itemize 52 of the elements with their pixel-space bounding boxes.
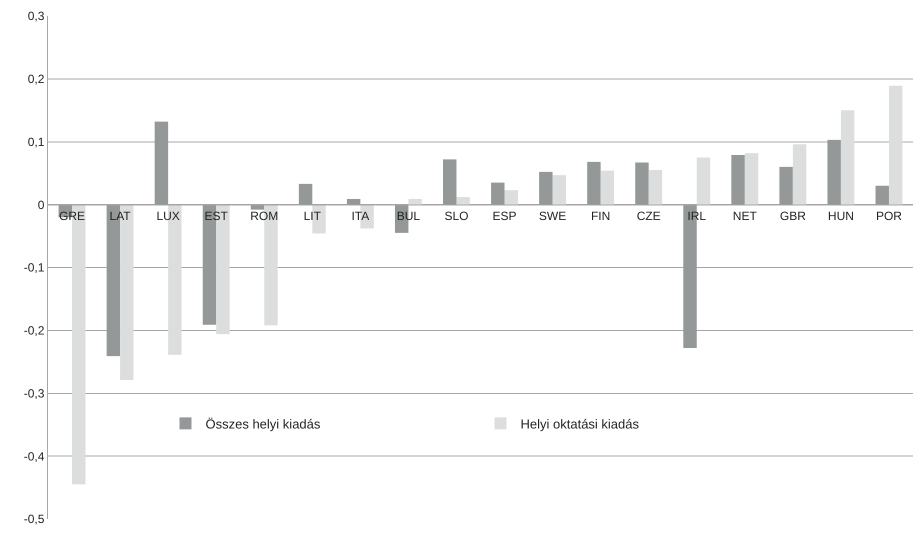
x-tick-label: CZE: [636, 209, 661, 224]
x-tick-label: ESP: [492, 209, 517, 224]
y-tick-label: -0,3: [24, 386, 45, 400]
bar: [888, 86, 902, 205]
x-tick-label: BUL: [396, 209, 420, 224]
bar: [346, 198, 360, 205]
bar: [648, 170, 662, 205]
x-tick-label: IRL: [687, 209, 706, 224]
bar: [456, 197, 470, 205]
x-tick-label: SLO: [444, 209, 468, 224]
bar: [696, 157, 710, 205]
bar: [827, 140, 841, 205]
x-tick-label: EST: [204, 209, 229, 224]
x-tick-label: ITA: [351, 209, 370, 224]
x-tick-label: LAT: [110, 209, 132, 224]
x-tick-label: SWE: [538, 209, 566, 224]
x-tick-label: NET: [732, 209, 758, 224]
bar: [539, 172, 553, 205]
y-tick-label: 0,2: [28, 72, 45, 86]
x-tick-label: GRE: [59, 209, 86, 224]
x-tick-label: GBR: [780, 209, 806, 224]
legend-label: Összes helyi kiadás: [206, 416, 321, 432]
y-tick-label: -0,4: [24, 449, 45, 464]
y-tick-label: 0: [38, 198, 45, 212]
bar: [600, 170, 614, 205]
bar: [552, 175, 566, 205]
y-tick-label: 0,3: [28, 9, 45, 24]
bar: [504, 190, 518, 205]
bar: [876, 186, 889, 205]
x-tick-label: HUN: [828, 209, 854, 224]
bar: [154, 122, 168, 205]
x-tick-label: ROM: [250, 209, 278, 224]
x-tick-label: LIT: [304, 209, 322, 224]
bar: [792, 144, 806, 205]
bar: [779, 166, 793, 205]
bar: [298, 184, 312, 205]
y-tick-label: -0,5: [24, 512, 45, 526]
bar: [731, 154, 745, 205]
bar: [408, 198, 422, 205]
bar: [840, 110, 854, 205]
y-tick-label: 0,1: [28, 134, 45, 149]
bar: [587, 162, 601, 205]
x-tick-label: POR: [876, 209, 902, 224]
bar: [443, 159, 456, 205]
bar: [635, 162, 649, 205]
bar: [744, 153, 758, 205]
y-tick-label: -0,1: [24, 260, 45, 275]
x-tick-label: LUX: [156, 209, 180, 224]
y-tick-label: -0,2: [24, 324, 45, 338]
x-tick-label: FIN: [590, 209, 610, 224]
legend-label: Helyi oktatási kiadás: [520, 416, 640, 432]
bar: [491, 182, 505, 205]
